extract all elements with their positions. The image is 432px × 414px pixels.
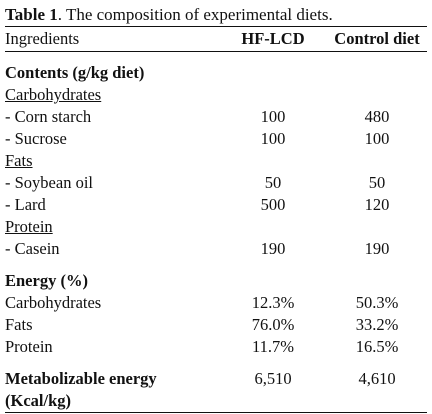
control-value: 480 — [364, 107, 390, 126]
header-ingredients: Ingredients — [5, 29, 80, 48]
table-row: - Casein 190 190 — [5, 238, 427, 260]
table-row: - Sucrose 100 100 — [5, 128, 427, 150]
control-value: 50 — [368, 173, 386, 192]
control-value: 4,610 — [358, 369, 396, 388]
table-row: Protein 11.7% 16.5% — [5, 336, 427, 358]
group-label: Protein — [5, 217, 53, 236]
header-rule — [5, 51, 427, 52]
control-value: 100 — [364, 129, 390, 148]
energy-label: Carbohydrates — [5, 293, 102, 312]
group-row-carbohydrates: Carbohydrates — [5, 84, 427, 106]
energy-label: Protein — [5, 337, 53, 356]
header-control-diet: Control diet — [334, 29, 420, 48]
group-row-fats: Fats — [5, 150, 427, 172]
metabolizable-label-line2: (Kcal/kg) — [5, 391, 71, 410]
hf-lcd-value: 50 — [264, 173, 282, 192]
ingredient-label: - Corn starch — [5, 107, 92, 126]
hf-lcd-value: 500 — [260, 195, 286, 214]
hf-lcd-value: 100 — [260, 107, 286, 126]
control-value: 16.5% — [355, 337, 399, 356]
hf-lcd-value: 12.3% — [251, 293, 295, 312]
table-caption: Table 1. The composition of experimental… — [5, 4, 427, 26]
ingredient-label: - Sucrose — [5, 129, 67, 148]
table-caption-label: Table 1 — [5, 5, 58, 24]
contents-title-row: Contents (g/kg diet) — [5, 62, 427, 84]
table-row: - Corn starch 100 480 — [5, 106, 427, 128]
contents-title: Contents (g/kg diet) — [5, 63, 145, 82]
table-row: - Soybean oil 50 50 — [5, 172, 427, 194]
hf-lcd-value: 100 — [260, 129, 286, 148]
control-value: 33.2% — [355, 315, 399, 334]
header-row: Ingredients HF-LCD Control diet — [5, 27, 427, 51]
diet-table: Table 1. The composition of experimental… — [5, 4, 427, 413]
energy-title-row: Energy (%) — [5, 270, 427, 292]
metabolizable-label-line1: Metabolizable energy — [5, 369, 157, 388]
control-value: 190 — [364, 239, 390, 258]
hf-lcd-value: 6,510 — [254, 369, 292, 388]
ingredient-label: - Lard — [5, 195, 46, 214]
energy-label: Fats — [5, 315, 33, 334]
bottom-rule — [5, 412, 427, 413]
table-row: Fats 76.0% 33.2% — [5, 314, 427, 336]
group-row-protein: Protein — [5, 216, 427, 238]
control-value: 120 — [364, 195, 390, 214]
ingredient-label: - Casein — [5, 239, 60, 258]
header-hf-lcd: HF-LCD — [241, 29, 305, 48]
group-label: Carbohydrates — [5, 85, 102, 104]
table-caption-text: . The composition of experimental diets. — [57, 5, 333, 24]
control-value: 50.3% — [355, 293, 399, 312]
hf-lcd-value: 190 — [260, 239, 286, 258]
hf-lcd-value: 76.0% — [251, 315, 295, 334]
energy-title: Energy (%) — [5, 271, 88, 290]
ingredient-label: - Soybean oil — [5, 173, 93, 192]
table-row: - Lard 500 120 — [5, 194, 427, 216]
hf-lcd-value: 11.7% — [251, 337, 294, 356]
metabolizable-row-2: (Kcal/kg) — [5, 390, 427, 412]
group-label: Fats — [5, 151, 33, 170]
metabolizable-row: Metabolizable energy 6,510 4,610 — [5, 368, 427, 390]
table-row: Carbohydrates 12.3% 50.3% — [5, 292, 427, 314]
top-rule — [5, 26, 427, 27]
